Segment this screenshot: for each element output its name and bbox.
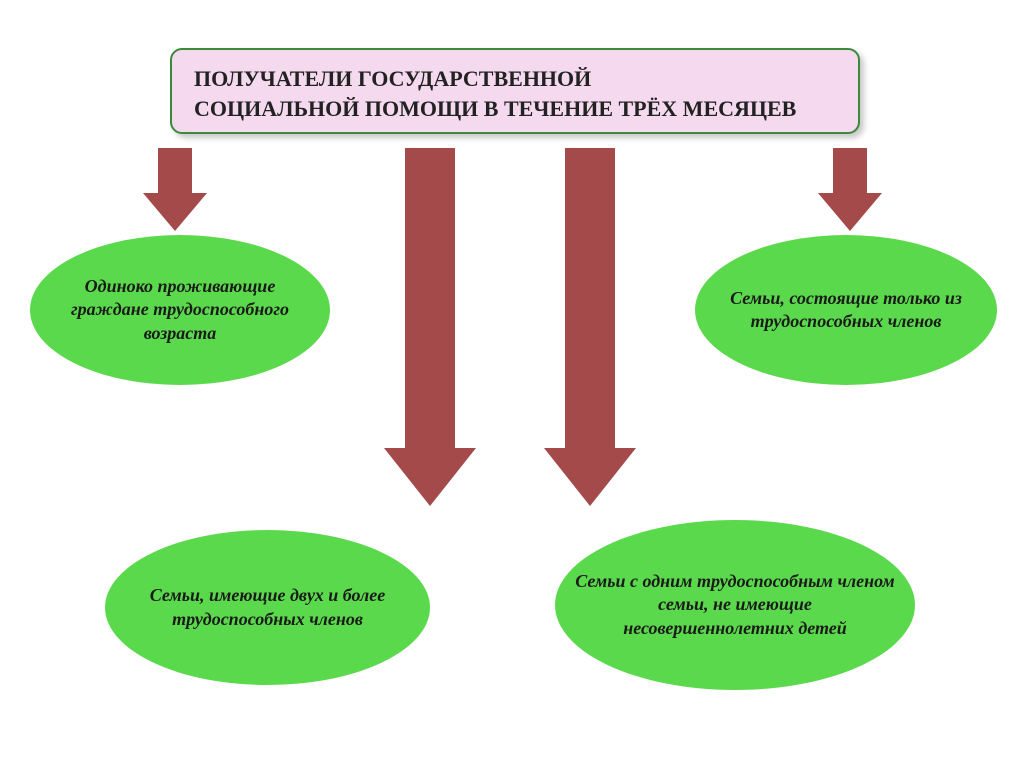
arrow-mid-right-long-head	[544, 448, 636, 506]
header-text: ПОЛУЧАТЕЛИ ГОСУДАРСТВЕННОЙ СОЦИАЛЬНОЙ ПО…	[194, 64, 836, 123]
arrow-right-short-head	[818, 193, 882, 231]
ellipse-families-one-workable: Семьи с одним трудоспособным членом семь…	[555, 520, 915, 690]
header-line2b: В ТЕЧЕНИЕ ТРЁХ МЕСЯЦЕВ	[484, 96, 797, 121]
arrow-mid-left-long-head	[384, 448, 476, 506]
arrow-left-short-head	[143, 193, 207, 231]
ellipse-text-families-one-workable: Семьи с одним трудоспособным членом семь…	[555, 570, 915, 640]
ellipse-citizens-alone: Одиноко проживающие граждане трудоспособ…	[30, 235, 330, 385]
arrow-left-short-shaft	[158, 148, 192, 193]
arrow-mid-right-long-shaft	[565, 148, 615, 448]
ellipse-text-families-two-plus: Семьи, имеющие двух и более трудоспособн…	[105, 584, 430, 631]
ellipse-families-two-plus: Семьи, имеющие двух и более трудоспособн…	[105, 530, 430, 685]
ellipse-text-citizens-alone: Одиноко проживающие граждане трудоспособ…	[30, 275, 330, 345]
header-line2a: СОЦИАЛЬНОЙ ПОМОЩИ	[194, 96, 484, 121]
arrow-mid-left-long-shaft	[405, 148, 455, 448]
arrow-right-short-shaft	[833, 148, 867, 193]
ellipse-text-families-workable: Семьи, состоящие только из трудоспособны…	[695, 287, 997, 334]
header-box: ПОЛУЧАТЕЛИ ГОСУДАРСТВЕННОЙ СОЦИАЛЬНОЙ ПО…	[170, 48, 860, 134]
ellipse-families-workable: Семьи, состоящие только из трудоспособны…	[695, 235, 997, 385]
header-line1: ПОЛУЧАТЕЛИ ГОСУДАРСТВЕННОЙ	[194, 66, 591, 91]
